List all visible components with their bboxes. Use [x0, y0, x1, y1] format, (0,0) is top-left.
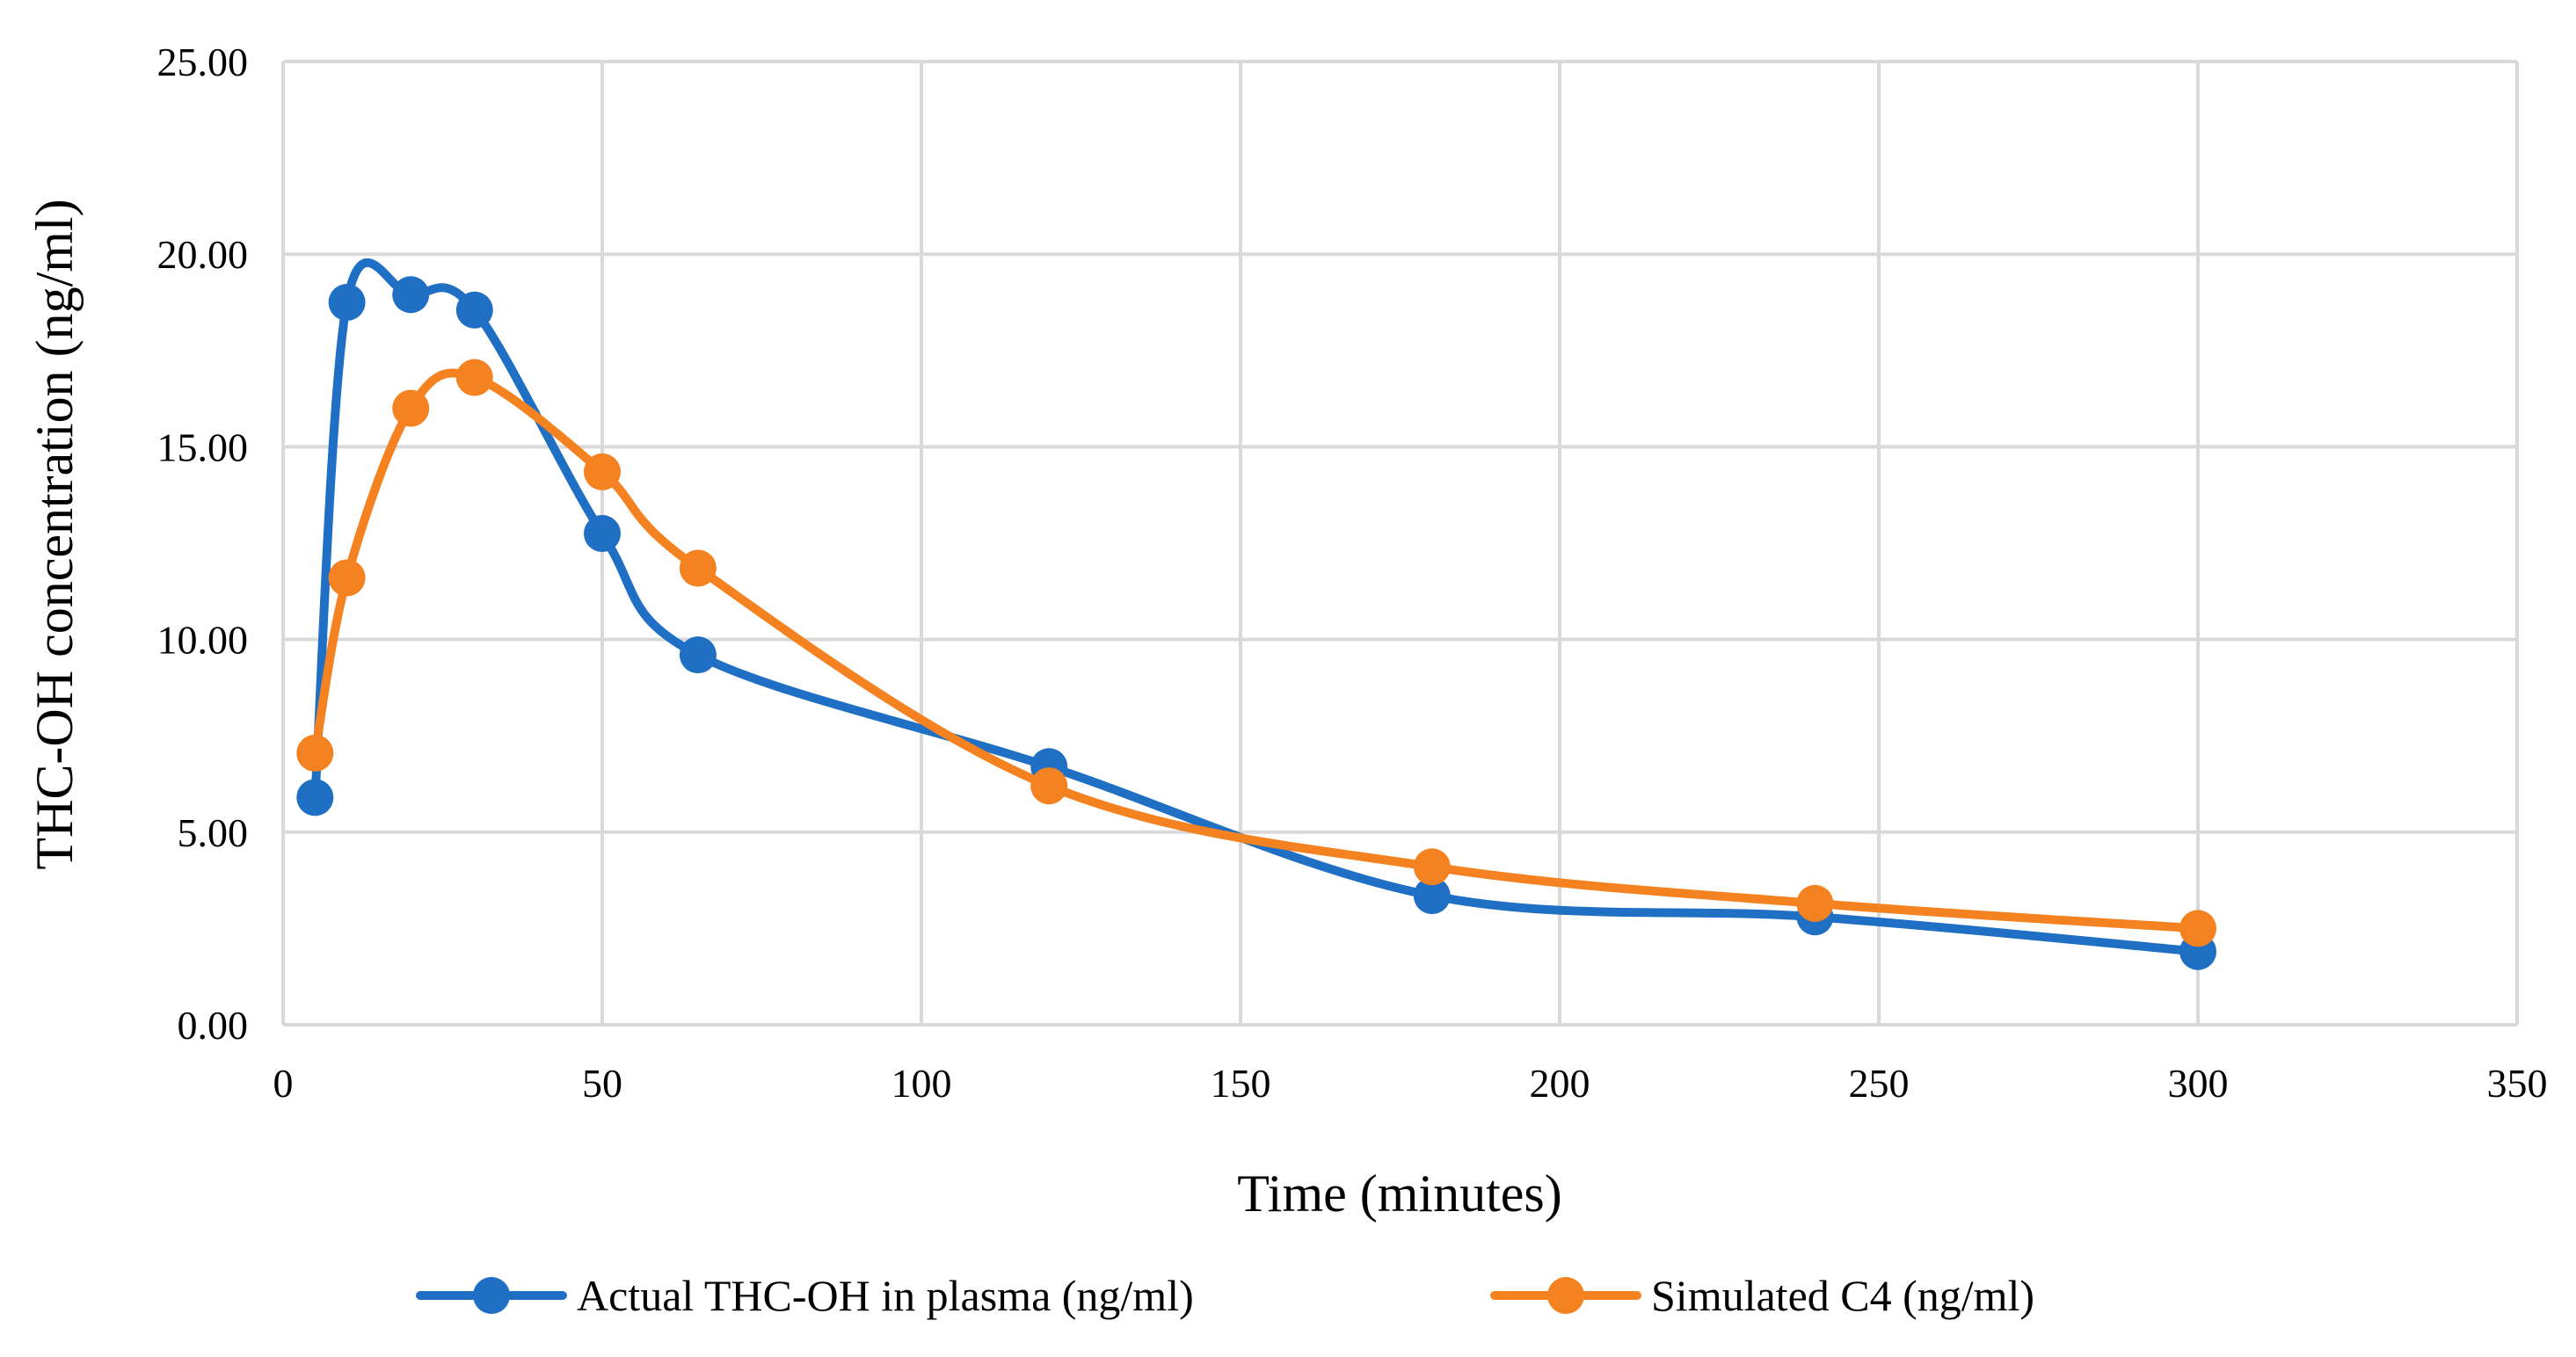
- x-tick-label: 350: [2487, 1061, 2548, 1106]
- legend-item-actual: Actual THC-OH in plasma (ng/ml): [416, 1271, 1194, 1320]
- legend-item-simulated: Simulated C4 (ng/ml): [1490, 1271, 2034, 1320]
- data-point: [455, 359, 493, 396]
- series-line: [310, 258, 2202, 956]
- data-point: [328, 559, 366, 597]
- data-point: [584, 515, 621, 553]
- y-tick-label: 20.00: [157, 232, 249, 277]
- x-axis-title: Time (minutes): [1237, 1165, 1561, 1223]
- legend: Actual THC-OH in plasma (ng/ml) Simulate…: [416, 1271, 2034, 1320]
- y-tick-label: 10.00: [157, 618, 249, 663]
- data-point: [455, 291, 493, 329]
- legend-marker-actual: [473, 1277, 510, 1314]
- data-point: [1030, 767, 1068, 805]
- data-point: [328, 284, 366, 321]
- data-point: [392, 276, 430, 314]
- series-line: [310, 368, 2202, 933]
- x-tick-label: 200: [1530, 1061, 1590, 1106]
- series-simulated: [296, 359, 2216, 947]
- y-tick-label: 0.00: [178, 1003, 249, 1048]
- legend-label-actual: Actual THC-OH in plasma (ng/ml): [577, 1271, 1194, 1320]
- series-layer: [296, 258, 2216, 970]
- y-tick-label: 25.00: [157, 40, 249, 84]
- data-point: [296, 779, 334, 816]
- legend-label-simulated: Simulated C4 (ng/ml): [1651, 1271, 2034, 1320]
- x-tick-label: 250: [1849, 1061, 1910, 1106]
- data-point: [2179, 910, 2216, 947]
- data-point: [296, 734, 334, 772]
- x-tick-label: 50: [582, 1061, 622, 1106]
- data-point: [584, 453, 621, 490]
- y-tick-label: 15.00: [157, 425, 249, 469]
- data-point: [1413, 848, 1451, 886]
- y-axis-title: THC-OH concentration (ng/ml): [25, 199, 84, 869]
- tick-label-layer: 0.00 5.00 10.00 15.00 20.00 25.00 0 50 100 150 200…: [157, 40, 2548, 1106]
- grid-layer: [283, 60, 2519, 1025]
- data-point: [1796, 884, 1834, 922]
- data-point: [679, 549, 717, 587]
- y-tick-label: 5.00: [178, 810, 249, 855]
- series-actual: [296, 258, 2216, 970]
- data-point: [679, 636, 717, 674]
- legend-marker-simulated: [1547, 1277, 1584, 1314]
- data-point: [1413, 877, 1451, 915]
- axis-layer: [281, 62, 2517, 1027]
- x-tick-label: 0: [273, 1061, 294, 1106]
- data-point: [392, 389, 430, 427]
- x-tick-label: 150: [1211, 1061, 1271, 1106]
- x-tick-label: 300: [2168, 1061, 2229, 1106]
- x-tick-label: 100: [891, 1061, 952, 1106]
